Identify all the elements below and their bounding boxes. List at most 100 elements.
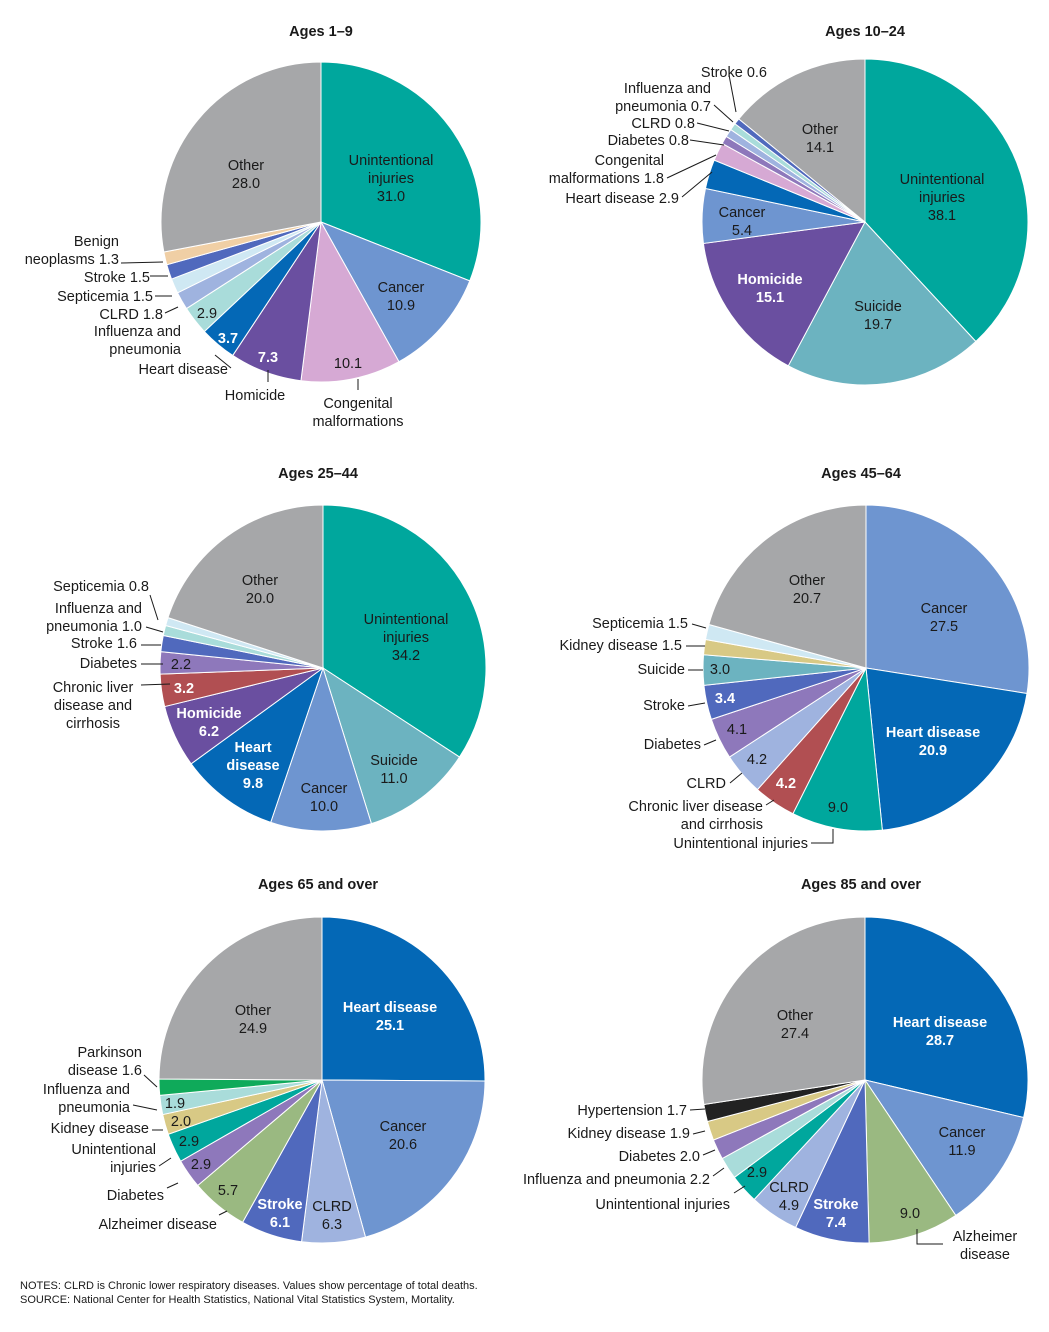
slice-label-line: Congenital [323, 396, 392, 412]
slice-label: Homicide 6.2 [176, 706, 241, 740]
slice-label-line: Unintentional [71, 1142, 156, 1158]
slice-label: Diabetes 2.0 [619, 1149, 700, 1165]
slice-label-line: 4.1 [727, 722, 747, 738]
leader-line [728, 74, 737, 113]
slice-congenital-malformations [300, 220, 400, 383]
slice-label: Other 20.0 [242, 573, 278, 607]
slice-label-line: neoplasms 1.3 [25, 252, 119, 268]
slice-label: Homicide [225, 388, 285, 404]
slice-label: 1.9 [165, 1096, 185, 1112]
slice-label-line: Cancer [921, 601, 968, 617]
slice-label-line: Hypertension 1.7 [577, 1103, 687, 1119]
slice-label-line: Other [777, 1008, 813, 1024]
slice-label: Cancer 10.9 [378, 280, 425, 314]
slice-label-line: Stroke [813, 1197, 858, 1213]
slice-heart-disease [865, 667, 1028, 831]
slice-label: Kidney disease 1.9 [567, 1126, 690, 1142]
slice-label-line: Other [228, 158, 264, 174]
slice-label-line: Homicide [737, 272, 802, 288]
slice-label-line: disease and [54, 698, 132, 714]
slice-label-line: 31.0 [377, 189, 405, 205]
slice-label: Septicemia 1.5 [592, 616, 688, 632]
slice-label-line: Diabetes [644, 737, 701, 753]
slice-suicide [787, 221, 977, 386]
slice-label: Unintentional injuries [673, 836, 808, 852]
slice-unintentional-injuries [792, 666, 883, 832]
slice-label-line: 9.0 [900, 1206, 920, 1222]
slice-label-line: Septicemia 1.5 [592, 616, 688, 632]
slice-label: Other 28.0 [228, 158, 264, 192]
slice-label-line: and cirrhosis [681, 817, 763, 833]
slice-label-line: Other [235, 1003, 271, 1019]
leader-line [666, 154, 717, 179]
slice-label-line: 34.2 [392, 648, 420, 664]
slice-label-line: Cancer [939, 1125, 986, 1141]
slice-label: CLRD 0.8 [631, 116, 695, 132]
slice-label-line: 20.6 [389, 1137, 417, 1153]
slice-label-line: Heart disease [139, 362, 228, 378]
slice-label: Homicide 15.1 [737, 272, 802, 306]
pie-chart-5: Ages 65 and over Heart disease 25.1 Cancer 2… [43, 877, 486, 1244]
slice-label-line: 10.9 [387, 298, 415, 314]
leader-line [132, 1104, 158, 1111]
leader-line [158, 1157, 172, 1167]
slice-label-line: Influenza and [55, 601, 142, 617]
slice-label-line: Kidney disease [51, 1121, 149, 1137]
leader-line [120, 261, 164, 264]
slice-label-line: Cancer [301, 781, 348, 797]
slice-other [167, 504, 324, 669]
slice-label-line: injuries [383, 630, 429, 646]
slice-label: Other 20.7 [789, 573, 825, 607]
slice-label-line: Influenza and [94, 324, 181, 340]
slice-label-line: disease [226, 758, 279, 774]
slice-other [701, 916, 866, 1106]
slice-label-line: disease 1.6 [68, 1063, 142, 1079]
slice-label-line: cirrhosis [66, 716, 120, 732]
slice-label: Cancer 11.9 [939, 1125, 986, 1159]
slice-label: Heart disease 2.9 [565, 191, 679, 207]
slice-label-line: Suicide [637, 662, 685, 678]
slice-label-line: Septicemia 1.5 [57, 289, 153, 305]
slice-label-line: 3.4 [715, 691, 735, 707]
slice-label-line: Other [789, 573, 825, 589]
slice-label-line: Homicide [176, 706, 241, 722]
slice-label: Influenza and pneumonia 2.2 [523, 1172, 710, 1188]
slice-label-line: Suicide [854, 299, 902, 315]
slice-label: CLRD 4.9 [769, 1180, 808, 1214]
slice-label: Unintentional injuries [595, 1197, 730, 1213]
slice-label: Alzheimer disease [953, 1229, 1018, 1263]
slice-label: 4.2 [776, 776, 796, 792]
chart-title: Ages 1–9 [289, 24, 353, 40]
slice-label: Diabetes 0.8 [608, 133, 689, 149]
slice-label-line: Cancer [378, 280, 425, 296]
slice-label-line: CLRD 1.8 [99, 307, 163, 323]
slice-label-line: Heart disease [886, 725, 980, 741]
slice-label-line: CLRD 0.8 [631, 116, 695, 132]
slice-label-line: 2.9 [747, 1165, 767, 1181]
slice-label: Cancer 27.5 [921, 601, 968, 635]
slice-label-line: 6.3 [322, 1217, 342, 1233]
slice-label-line: Kidney disease 1.5 [559, 638, 682, 654]
slice-label: Stroke 1.5 [84, 270, 150, 286]
leader-line [689, 139, 725, 146]
slice-label-line: Heart disease [343, 1000, 437, 1016]
slice-heart-disease [864, 916, 1029, 1119]
slice-label: Influenza and pneumonia 0.7 [615, 81, 711, 115]
slice-label-line: pneumonia 1.0 [46, 619, 142, 635]
slice-label: 3.2 [174, 681, 194, 697]
slice-label-line: Stroke [643, 698, 685, 714]
slice-label-line: 7.4 [826, 1215, 846, 1231]
leader-line [166, 1182, 179, 1189]
slice-label-line: 38.1 [928, 208, 956, 224]
pie-chart-1: Ages 1–9 Unintentional injuries 31.0 Cancer 1… [25, 24, 482, 430]
leader-line [681, 171, 713, 198]
slice-suicide [322, 666, 461, 825]
slice-label-line: Unintentional injuries [595, 1197, 730, 1213]
leader-line [149, 594, 159, 621]
chart-title: Ages 85 and over [801, 877, 921, 893]
pie-chart-4: Ages 45–64 Cancer 27.5 Heart disease 20.9 9.0… [559, 466, 1030, 852]
slice-label-line: 4.9 [779, 1198, 799, 1214]
leader-line [765, 799, 775, 806]
slice-label-line: 28.7 [926, 1033, 954, 1049]
